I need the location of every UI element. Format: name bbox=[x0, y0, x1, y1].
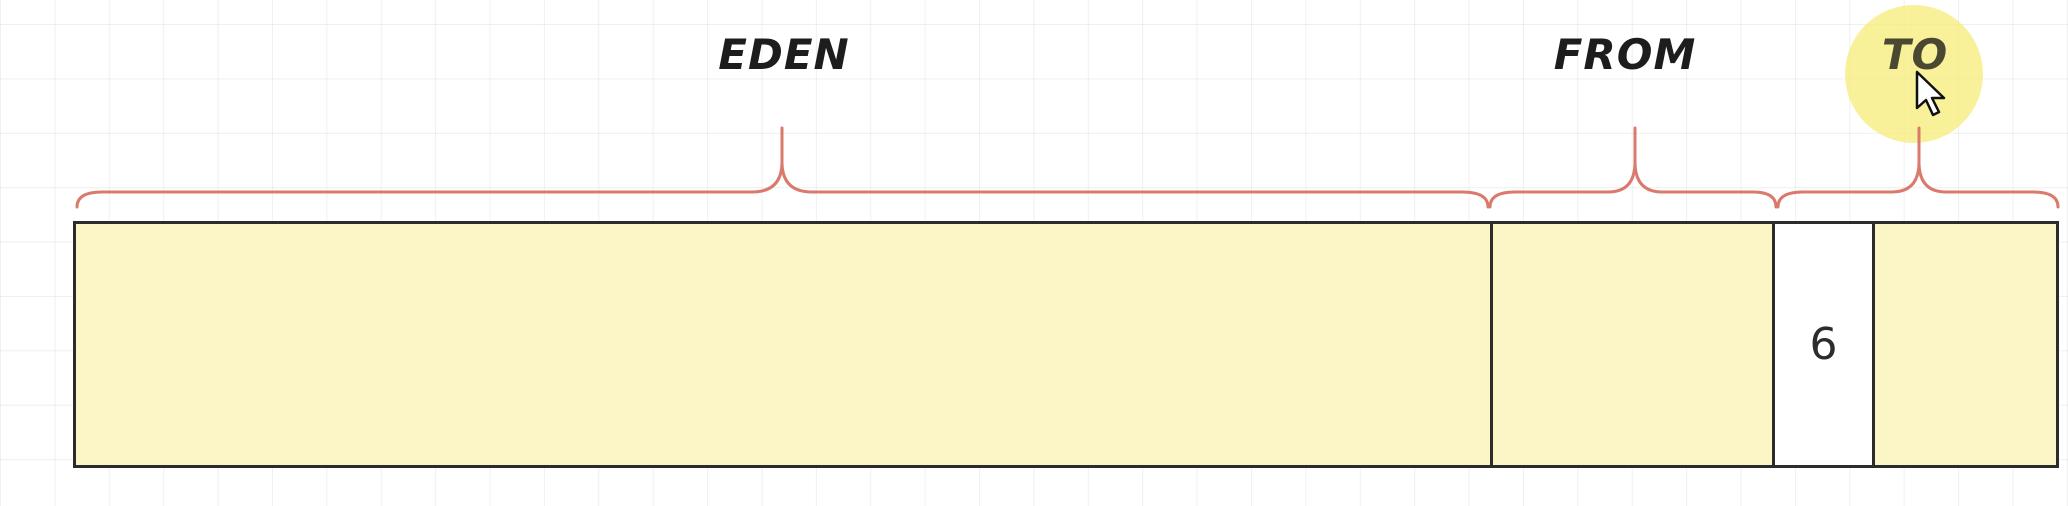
eden-label: EDEN bbox=[718, 30, 850, 79]
to-label: TO bbox=[1881, 30, 1949, 79]
from-region bbox=[1493, 224, 1775, 465]
mouse-pointer-icon bbox=[1915, 70, 1946, 117]
to-region-free-space bbox=[1875, 224, 2056, 465]
to-brace bbox=[1776, 126, 2060, 209]
to-region: 6 bbox=[1775, 224, 2056, 465]
memory-bar: 6 bbox=[73, 221, 2059, 468]
from-label: FROM bbox=[1553, 30, 1697, 79]
eden-region bbox=[76, 224, 1493, 465]
eden-brace bbox=[75, 126, 1490, 209]
cursor-highlight bbox=[1845, 5, 1983, 143]
from-brace bbox=[1488, 126, 1778, 209]
object-box: 6 bbox=[1775, 224, 1875, 465]
